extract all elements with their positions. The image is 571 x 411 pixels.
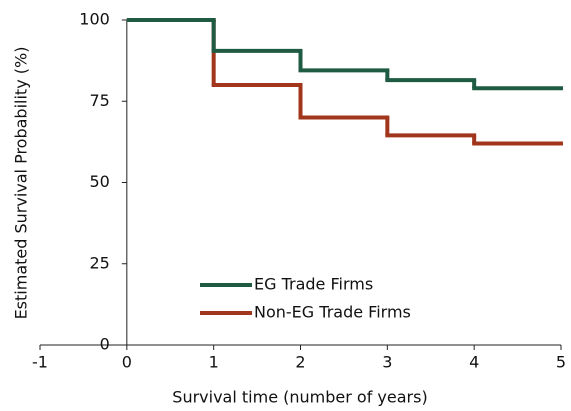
y-tick-label: 0 <box>100 335 110 354</box>
y-tick-label: 100 <box>79 10 110 29</box>
x-tick-label: 5 <box>556 353 566 372</box>
y-axis-label: Estimated Survival Probability (%) <box>12 47 31 320</box>
x-tick-label: 3 <box>382 353 392 372</box>
x-tick-label: 1 <box>209 353 219 372</box>
x-axis-label: Survival time (number of years) <box>172 388 427 407</box>
x-tick-label: 2 <box>295 353 305 372</box>
x-tick-label: -1 <box>32 353 48 372</box>
legend-label: Non-EG Trade Firms <box>254 303 411 322</box>
legend-label: EG Trade Firms <box>254 275 373 294</box>
y-tick-label: 25 <box>89 253 109 272</box>
y-tick-label: 75 <box>89 91 109 110</box>
x-tick-label: 4 <box>469 353 479 372</box>
y-tick-label: 50 <box>89 172 109 191</box>
x-tick-label: 0 <box>122 353 132 372</box>
